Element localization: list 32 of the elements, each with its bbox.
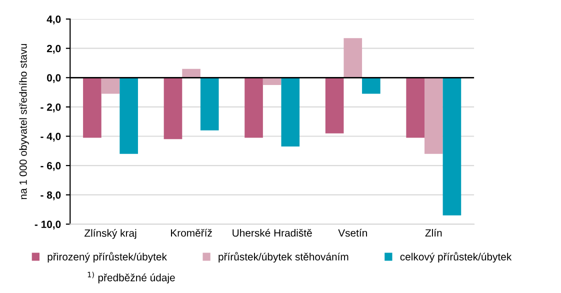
legend-label: celkový přírůstek/úbytek	[400, 252, 512, 263]
y-tick-label: - 10,0	[34, 220, 61, 230]
bar	[406, 78, 424, 138]
bar	[83, 78, 102, 138]
bar	[120, 78, 138, 154]
x-tick-label: Zlín	[425, 228, 442, 237]
bar	[200, 78, 219, 130]
bar	[325, 78, 344, 134]
y-axis-title: na 1 000 obyvatel středního stavu	[19, 44, 29, 200]
bar	[101, 78, 120, 94]
bar	[442, 78, 462, 216]
bar	[244, 78, 263, 138]
bar	[164, 78, 182, 140]
bar	[182, 68, 200, 78]
bar	[281, 78, 300, 146]
text: $^{1)}$ předběžné údaje	[88, 272, 175, 284]
y-tick-label: 4,0	[46, 16, 61, 24]
x-tick-label: Uherské Hradiště	[232, 228, 312, 237]
x-tick-label: Zlínský kraj	[84, 229, 136, 239]
y-tick-label: - 8,0	[40, 191, 61, 200]
bar	[344, 38, 362, 78]
y-tick-label: - 6,0	[40, 162, 61, 171]
x-tick-label: Kroměříž	[171, 228, 212, 237]
bar	[424, 78, 443, 154]
bar	[362, 78, 380, 94]
legend-label: přirozený přírůstek/úbytek	[48, 252, 167, 263]
y-tick-label: 2,0	[46, 44, 61, 54]
x-tick-label: Vsetín	[338, 228, 367, 237]
y-tick-label: 0,0	[47, 74, 61, 84]
legend-label: přírůstek/úbytek stěhováním	[218, 252, 348, 263]
y-tick-label: - 4,0	[40, 132, 61, 142]
y-tick-label: - 2,0	[40, 103, 61, 112]
